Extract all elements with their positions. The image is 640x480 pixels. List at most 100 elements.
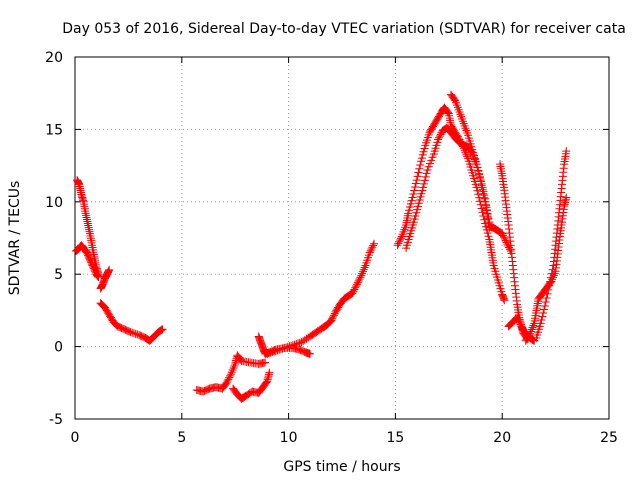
data-point bbox=[408, 193, 417, 202]
data-point bbox=[529, 321, 538, 330]
data-point bbox=[358, 267, 367, 276]
data-point bbox=[410, 215, 419, 224]
data-point bbox=[525, 331, 534, 340]
data-point bbox=[222, 378, 231, 387]
data-point bbox=[419, 183, 428, 192]
data-point bbox=[411, 179, 420, 188]
series-seg-e bbox=[192, 351, 270, 396]
data-points bbox=[72, 90, 571, 403]
data-point bbox=[355, 275, 364, 284]
data-point bbox=[537, 315, 546, 324]
data-point bbox=[263, 349, 272, 358]
data-point bbox=[462, 150, 471, 159]
series-seg-p bbox=[532, 147, 571, 342]
data-point bbox=[515, 318, 524, 327]
y-tick-label: -5 bbox=[49, 412, 63, 428]
data-point bbox=[483, 209, 492, 218]
data-point bbox=[423, 165, 432, 174]
y-tick-label: 10 bbox=[45, 195, 63, 211]
data-point bbox=[540, 302, 549, 311]
data-point bbox=[261, 358, 270, 367]
data-point bbox=[539, 309, 548, 318]
data-point bbox=[412, 176, 421, 185]
data-point bbox=[348, 289, 357, 298]
y-axis-label: SDTVAR / TECUs bbox=[7, 181, 23, 296]
data-point bbox=[394, 239, 403, 248]
data-point bbox=[418, 150, 427, 159]
data-point bbox=[265, 368, 274, 377]
data-point bbox=[481, 201, 490, 210]
series-seg-c bbox=[96, 265, 114, 293]
data-point bbox=[105, 265, 114, 274]
data-point bbox=[268, 348, 277, 357]
data-point bbox=[498, 229, 507, 238]
x-tick-label: 10 bbox=[280, 430, 298, 446]
data-point bbox=[393, 241, 402, 250]
data-point bbox=[474, 167, 483, 176]
data-point bbox=[273, 346, 282, 355]
data-point bbox=[414, 199, 423, 208]
data-point bbox=[412, 208, 421, 217]
data-point bbox=[475, 197, 484, 206]
data-point bbox=[514, 315, 523, 324]
data-point bbox=[544, 285, 553, 294]
data-point bbox=[443, 108, 452, 117]
data-point bbox=[411, 183, 420, 192]
data-point bbox=[420, 176, 429, 185]
data-point bbox=[473, 186, 482, 195]
data-point bbox=[478, 208, 487, 217]
data-point bbox=[226, 371, 235, 380]
data-point bbox=[500, 234, 509, 243]
data-point bbox=[548, 265, 557, 274]
data-point bbox=[516, 320, 525, 329]
data-point bbox=[270, 347, 279, 356]
data-point bbox=[283, 342, 292, 351]
data-point bbox=[450, 95, 459, 104]
axis-ticks: 0 5 10 15 20 25 -5 0 5 10 15 20 bbox=[45, 50, 618, 446]
data-point bbox=[417, 189, 426, 198]
y-tick-label: 5 bbox=[54, 267, 63, 283]
data-point bbox=[352, 280, 361, 289]
series-seg-o bbox=[521, 193, 571, 345]
data-point bbox=[480, 215, 489, 224]
data-point bbox=[305, 349, 314, 358]
series-seg-b bbox=[72, 241, 103, 282]
data-point bbox=[329, 311, 338, 320]
data-point bbox=[434, 135, 443, 144]
data-point bbox=[276, 345, 285, 354]
data-point bbox=[419, 147, 428, 156]
data-point bbox=[367, 245, 376, 254]
data-point bbox=[359, 265, 368, 274]
data-point bbox=[547, 269, 556, 278]
data-point bbox=[369, 241, 378, 250]
data-point bbox=[501, 236, 510, 245]
data-point bbox=[475, 174, 484, 183]
data-point bbox=[356, 273, 365, 282]
data-point bbox=[413, 205, 422, 214]
data-point bbox=[275, 345, 284, 354]
data-point bbox=[562, 193, 571, 202]
data-point bbox=[395, 237, 404, 246]
chart-title: Day 053 of 2016, Sidereal Day-to-day VTE… bbox=[62, 21, 626, 37]
data-point bbox=[484, 214, 493, 223]
data-point bbox=[280, 344, 289, 353]
data-point bbox=[128, 328, 137, 337]
data-point bbox=[81, 246, 90, 255]
data-point bbox=[434, 133, 443, 142]
x-tick-label: 25 bbox=[600, 430, 618, 446]
data-point bbox=[396, 236, 405, 245]
data-point bbox=[426, 159, 435, 168]
data-point bbox=[228, 366, 237, 375]
data-point bbox=[476, 177, 485, 186]
data-point bbox=[413, 172, 422, 181]
data-point bbox=[417, 154, 426, 163]
x-axis-label: GPS time / hours bbox=[283, 459, 400, 475]
y-tick-label: 15 bbox=[45, 122, 63, 138]
data-point bbox=[352, 282, 361, 291]
data-point bbox=[353, 278, 362, 287]
data-point bbox=[500, 296, 509, 305]
data-point bbox=[473, 163, 482, 172]
data-point bbox=[349, 287, 358, 296]
data-point bbox=[483, 229, 492, 238]
